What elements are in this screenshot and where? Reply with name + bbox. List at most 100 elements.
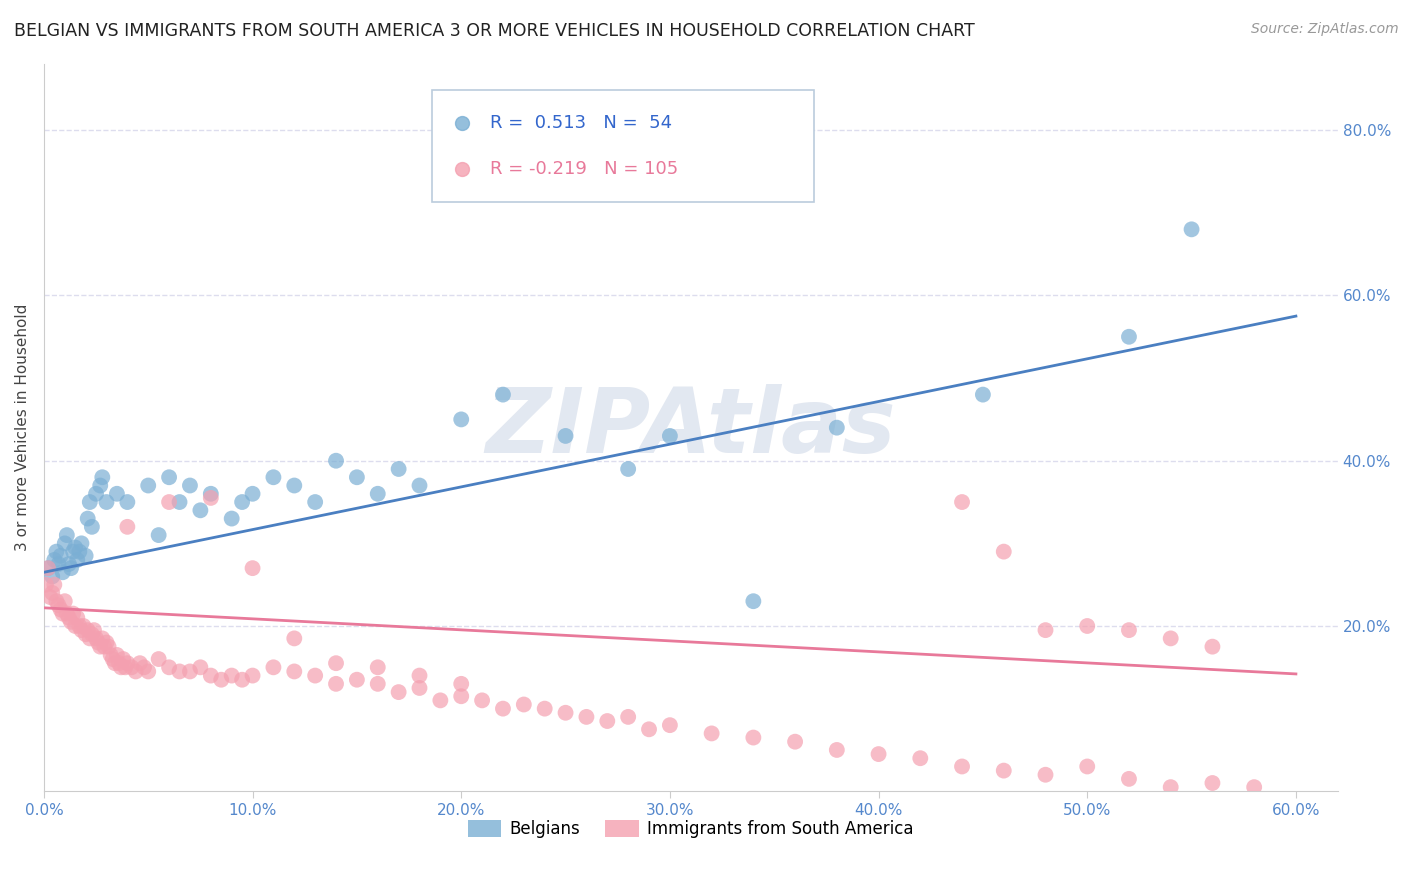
- Point: [1243, 780, 1265, 794]
- Point: [242, 668, 264, 682]
- Legend: Belgians, Immigrants from South America: Belgians, Immigrants from South America: [461, 814, 920, 845]
- Point: [89, 640, 111, 654]
- Point: [89, 478, 111, 492]
- Point: [200, 491, 222, 505]
- Point: [533, 701, 555, 715]
- Point: [262, 660, 284, 674]
- Point: [48, 599, 70, 613]
- Point: [121, 660, 143, 674]
- Point: [96, 635, 118, 649]
- FancyBboxPatch shape: [432, 89, 814, 202]
- Point: [868, 747, 890, 761]
- Point: [1118, 772, 1140, 786]
- Point: [554, 429, 576, 443]
- Point: [513, 698, 536, 712]
- Point: [231, 673, 253, 687]
- Point: [950, 495, 973, 509]
- Point: [283, 632, 305, 646]
- Point: [79, 495, 101, 509]
- Point: [148, 652, 170, 666]
- Point: [825, 420, 848, 434]
- Point: [60, 561, 83, 575]
- Point: [742, 731, 765, 745]
- Point: [1035, 768, 1057, 782]
- Point: [450, 677, 472, 691]
- Point: [45, 594, 67, 608]
- Point: [221, 668, 243, 682]
- Point: [37, 561, 59, 575]
- Point: [91, 470, 114, 484]
- Point: [1160, 632, 1182, 646]
- Point: [66, 611, 89, 625]
- Point: [242, 561, 264, 575]
- Point: [101, 652, 124, 666]
- Point: [84, 632, 107, 646]
- Point: [972, 387, 994, 401]
- Point: [52, 607, 75, 621]
- Point: [157, 470, 180, 484]
- Point: [70, 623, 93, 637]
- Point: [91, 632, 114, 646]
- Point: [104, 656, 127, 670]
- Point: [209, 673, 232, 687]
- Point: [48, 557, 70, 571]
- Point: [62, 544, 84, 558]
- Point: [179, 665, 201, 679]
- Point: [231, 495, 253, 509]
- Point: [910, 751, 932, 765]
- Point: [53, 536, 76, 550]
- Point: [83, 623, 105, 637]
- Point: [1076, 619, 1098, 633]
- Point: [1201, 640, 1223, 654]
- Point: [1118, 623, 1140, 637]
- Point: [190, 660, 212, 674]
- Point: [242, 487, 264, 501]
- Point: [304, 495, 326, 509]
- Point: [53, 594, 76, 608]
- Point: [117, 656, 139, 670]
- Point: [169, 665, 191, 679]
- Point: [62, 607, 84, 621]
- Point: [325, 677, 347, 691]
- Point: [408, 478, 430, 492]
- Point: [262, 470, 284, 484]
- Point: [742, 594, 765, 608]
- Point: [367, 487, 389, 501]
- Point: [388, 462, 411, 476]
- Point: [200, 668, 222, 682]
- Point: [408, 681, 430, 695]
- Point: [44, 577, 66, 591]
- Point: [367, 660, 389, 674]
- Point: [117, 520, 139, 534]
- Point: [304, 668, 326, 682]
- Point: [700, 726, 723, 740]
- Point: [429, 693, 451, 707]
- Point: [70, 536, 93, 550]
- Point: [105, 648, 128, 662]
- Point: [58, 557, 80, 571]
- Point: [80, 520, 103, 534]
- Point: [100, 648, 122, 662]
- Point: [52, 566, 75, 580]
- Point: [638, 723, 661, 737]
- Point: [41, 569, 63, 583]
- Point: [190, 503, 212, 517]
- Point: [471, 693, 494, 707]
- Point: [72, 619, 94, 633]
- Point: [45, 544, 67, 558]
- Point: [658, 718, 681, 732]
- Point: [492, 387, 515, 401]
- Point: [148, 528, 170, 542]
- Point: [76, 623, 98, 637]
- Point: [325, 656, 347, 670]
- Point: [39, 590, 62, 604]
- Point: [785, 734, 807, 748]
- Point: [825, 743, 848, 757]
- Point: [450, 412, 472, 426]
- Point: [617, 710, 640, 724]
- Point: [346, 673, 368, 687]
- Point: [97, 640, 120, 654]
- Point: [114, 660, 136, 674]
- Point: [200, 487, 222, 501]
- Point: [950, 759, 973, 773]
